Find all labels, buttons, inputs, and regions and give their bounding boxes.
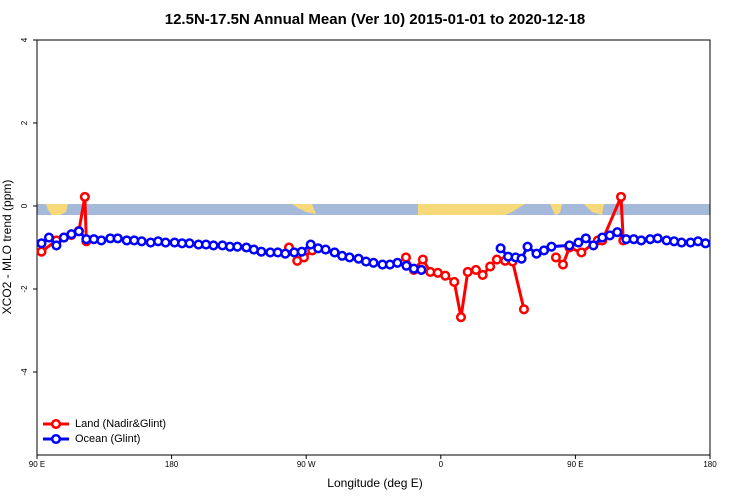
data-point bbox=[612, 227, 623, 238]
land-patch bbox=[550, 204, 562, 215]
y-tick-label: 4 bbox=[20, 37, 29, 42]
data-point bbox=[516, 253, 527, 264]
data-point bbox=[320, 244, 331, 255]
data-point bbox=[184, 238, 195, 249]
data-point bbox=[522, 241, 533, 252]
plot-frame bbox=[36, 39, 711, 456]
data-point bbox=[232, 241, 243, 252]
data-point bbox=[73, 226, 84, 237]
data-point bbox=[518, 304, 530, 315]
x-tick-label: 180 bbox=[165, 460, 179, 469]
data-point bbox=[462, 266, 473, 278]
data-point bbox=[491, 254, 502, 265]
data-point bbox=[416, 264, 427, 275]
x-axis-label: Longitude (deg E) bbox=[327, 476, 422, 490]
data-point bbox=[136, 236, 147, 247]
data-point bbox=[485, 261, 496, 272]
data-point bbox=[700, 238, 711, 249]
land-patch bbox=[584, 204, 604, 215]
data-point bbox=[477, 269, 488, 280]
y-tick-label: -4 bbox=[20, 368, 29, 376]
x-tick-label: 90 E bbox=[29, 460, 45, 469]
data-point bbox=[51, 240, 62, 251]
data-point bbox=[344, 252, 355, 263]
data-point bbox=[160, 237, 171, 248]
land-patch bbox=[418, 204, 525, 215]
data-point bbox=[256, 246, 267, 257]
data-point bbox=[417, 254, 428, 265]
data-point bbox=[79, 191, 90, 202]
data-point bbox=[36, 246, 47, 257]
data-point bbox=[400, 252, 412, 263]
data-point bbox=[96, 235, 107, 246]
data-point bbox=[305, 239, 316, 250]
data-point bbox=[546, 241, 557, 252]
legend-label: Land (Nadir&Glint) bbox=[75, 418, 166, 430]
data-point bbox=[470, 264, 481, 275]
y-axis-label: XCO2 - MLO trend (ppm) bbox=[0, 180, 14, 315]
data-point bbox=[538, 245, 550, 256]
data-point bbox=[208, 240, 219, 251]
x-tick-label: 90 W bbox=[297, 460, 316, 469]
data-point bbox=[580, 233, 591, 244]
x-tick-label: 180 bbox=[703, 460, 717, 469]
data-point bbox=[455, 312, 467, 323]
data-point bbox=[495, 243, 506, 254]
data-point bbox=[564, 240, 575, 251]
legend-marker bbox=[50, 433, 62, 445]
data-point bbox=[652, 233, 663, 244]
data-point bbox=[573, 237, 584, 248]
data-point bbox=[550, 252, 562, 263]
land-patch bbox=[46, 204, 68, 215]
data-point bbox=[368, 257, 379, 268]
data-point bbox=[36, 238, 47, 249]
data-point bbox=[296, 246, 307, 257]
x-tick-label: 90 E bbox=[567, 460, 583, 469]
data-point bbox=[676, 237, 687, 248]
data-point bbox=[112, 233, 123, 244]
data-point bbox=[557, 259, 569, 270]
data-point bbox=[615, 191, 627, 202]
chart-title: 12.5N-17.5N Annual Mean (Ver 10) 2015-01… bbox=[165, 11, 585, 28]
data-point bbox=[449, 276, 460, 287]
land-mask bbox=[37, 204, 710, 215]
data-point bbox=[280, 248, 291, 259]
data-point bbox=[588, 240, 599, 251]
y-tick-label: 2 bbox=[20, 120, 29, 125]
legend-label: Ocean (Glint) bbox=[75, 433, 140, 445]
y-tick-label: 0 bbox=[20, 203, 29, 208]
data-point bbox=[43, 232, 55, 243]
x-tick-label: 0 bbox=[439, 460, 444, 469]
y-tick-label: -2 bbox=[20, 285, 29, 293]
land-patch bbox=[292, 204, 316, 214]
data-point bbox=[440, 270, 451, 281]
legend-marker bbox=[50, 418, 62, 430]
data-point bbox=[392, 257, 403, 268]
data-point bbox=[636, 235, 647, 246]
data-point bbox=[576, 247, 587, 258]
ocean-strip bbox=[37, 204, 710, 215]
